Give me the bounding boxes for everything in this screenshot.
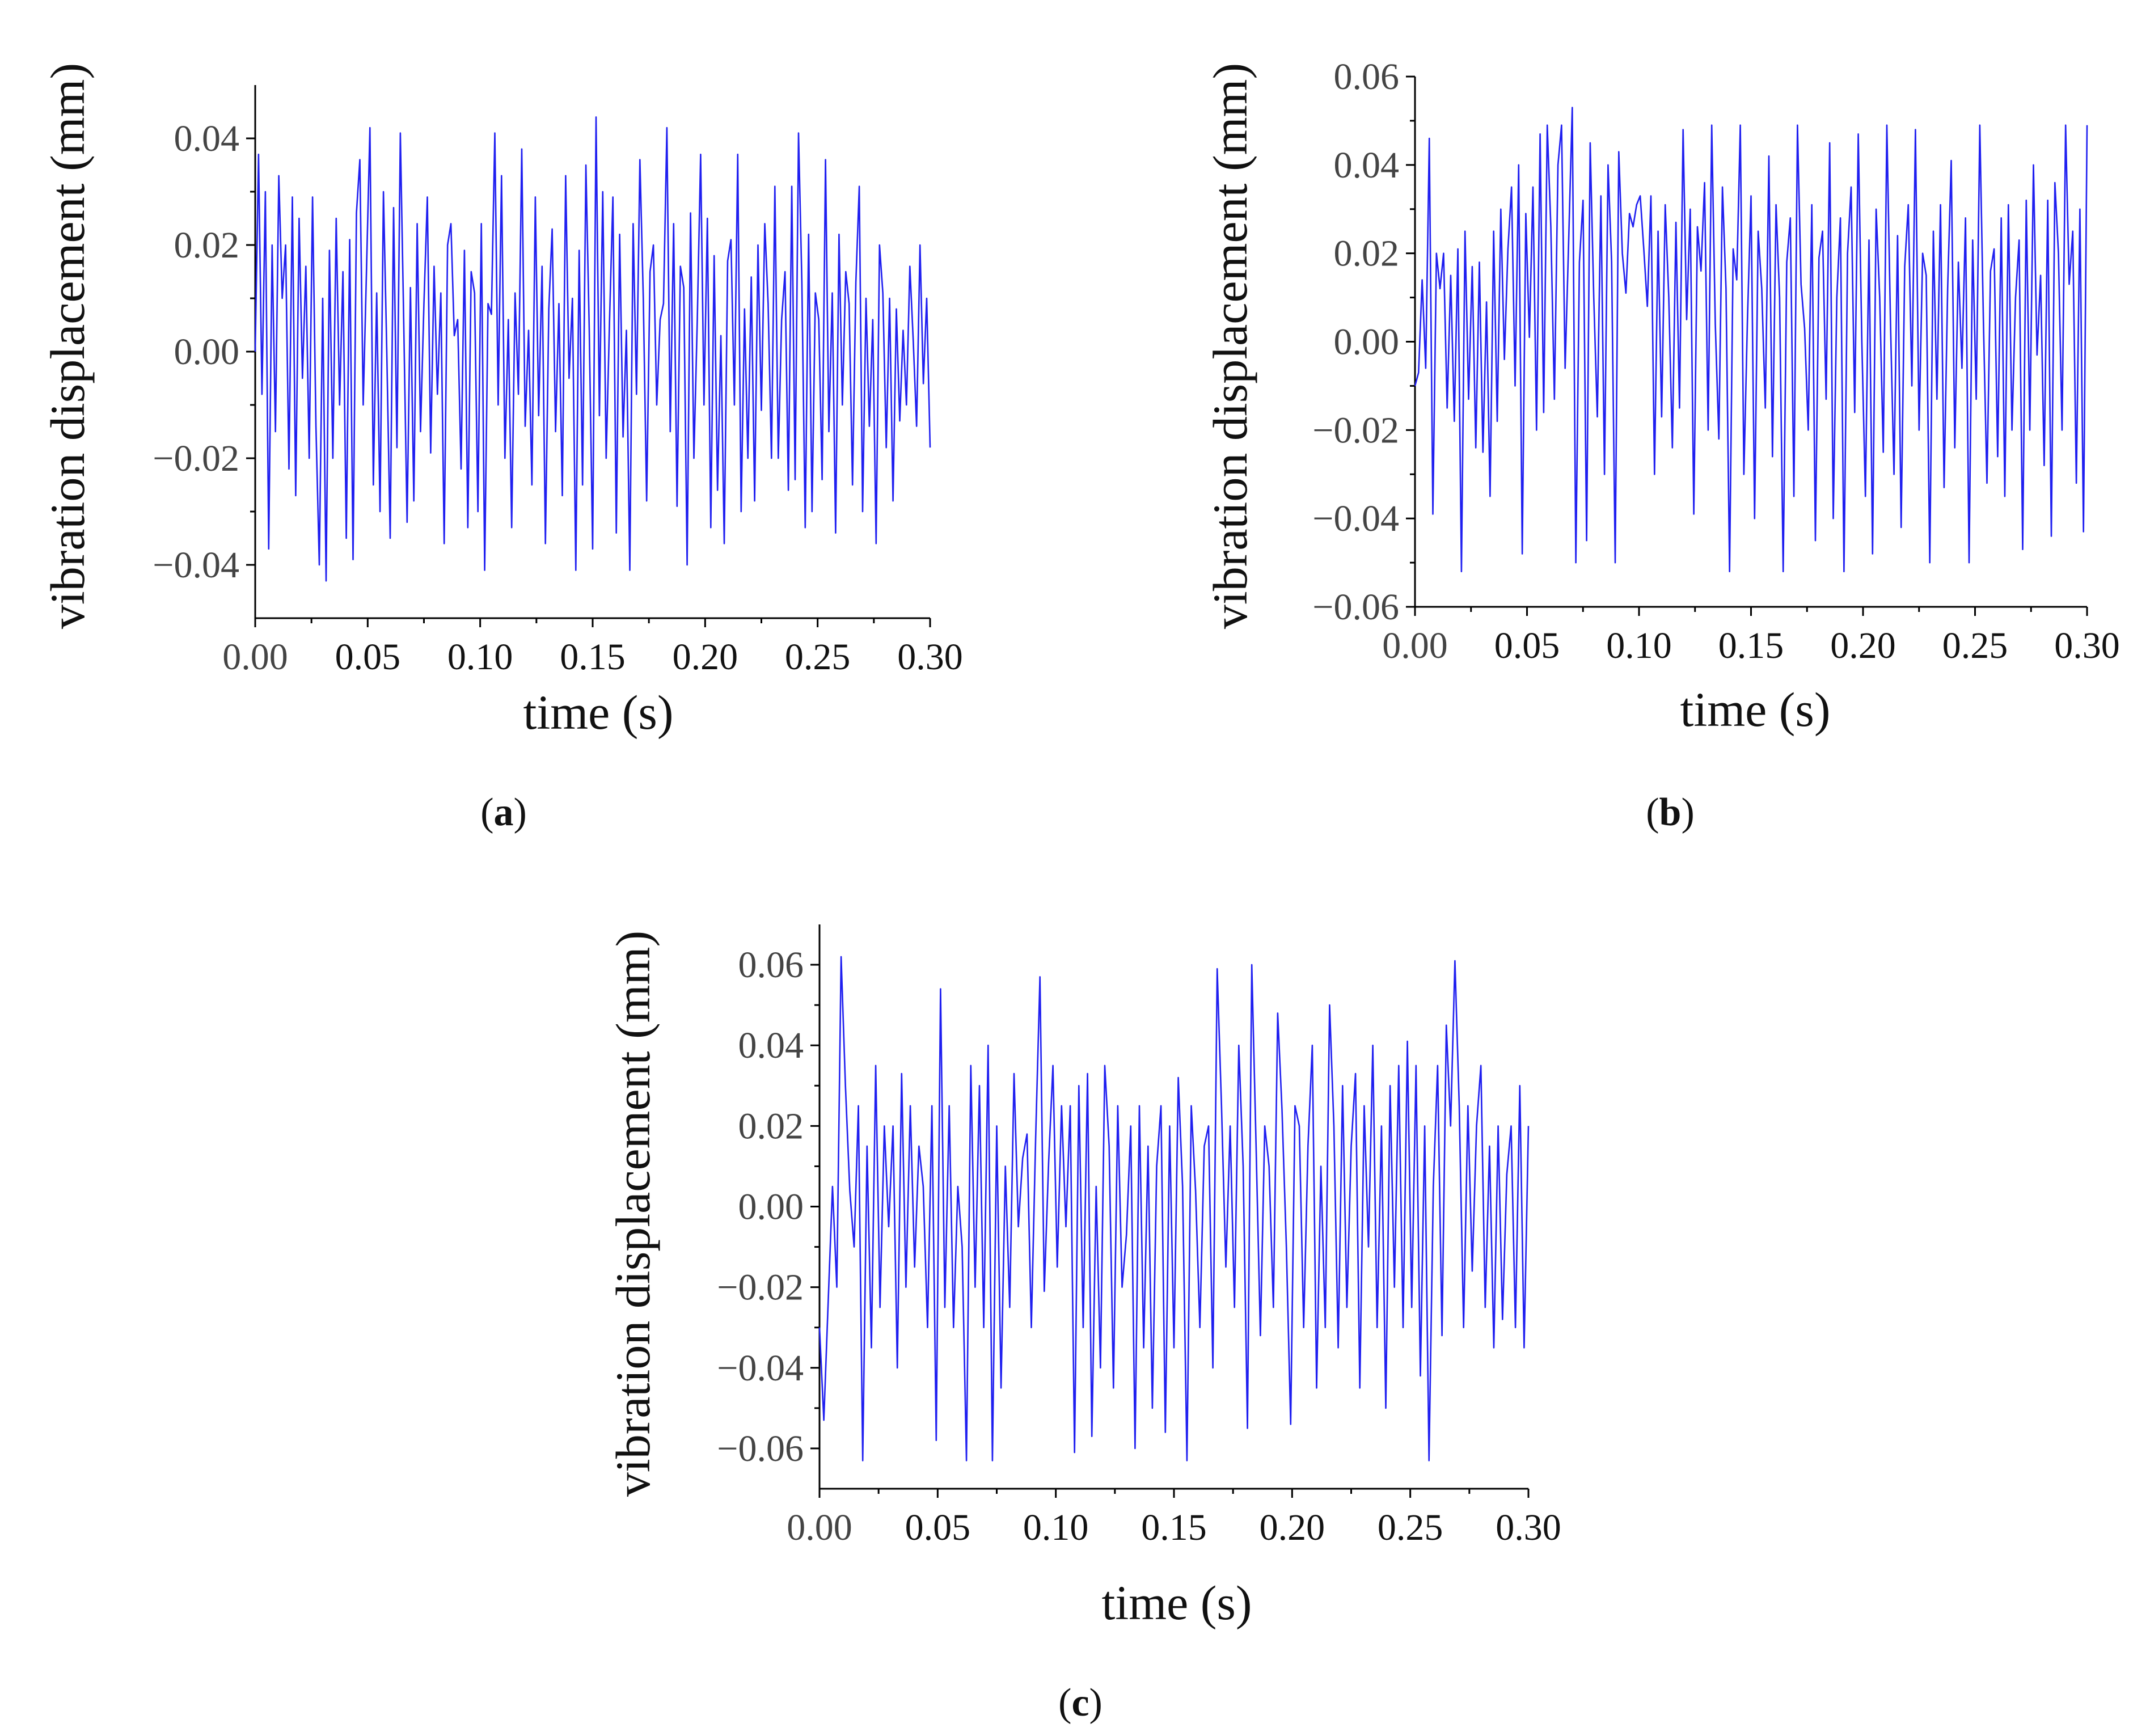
panel-a-x-tick-label: 0.00 <box>222 636 288 678</box>
panel-c-x-tick-label: 0.25 <box>1378 1507 1443 1548</box>
panel-a-y-tick-label: 0.00 <box>174 331 240 373</box>
panel-b-y-tick-label: −0.02 <box>1312 409 1399 451</box>
panel-a: vibration displacement (mm) time (s) (a) <box>40 63 674 834</box>
panel-b-x-tick-label: 0.25 <box>1942 625 2008 666</box>
panel-b-x-tick-label: 0.10 <box>1606 625 1672 666</box>
panel-a-y-tick-label: 0.02 <box>174 225 240 266</box>
panel-c-caption-letter: c <box>1071 1681 1089 1725</box>
panel-b-x-tick-label: 0.15 <box>1718 625 1784 666</box>
panel-b-signal-line <box>1414 107 2088 573</box>
panel-c-y-tick-label: −0.04 <box>717 1348 804 1389</box>
panel-c-x-tick-label: 0.00 <box>787 1507 852 1548</box>
panel-a-x-tick-label: 0.10 <box>447 636 513 678</box>
panel-b-y-tick-label: 0.04 <box>1334 145 1400 186</box>
panel-b-y-tick-label: 0.00 <box>1334 322 1400 363</box>
panel-c-x-tick-label: 0.20 <box>1260 1507 1325 1548</box>
panel-c-x-axis-title: time (s) <box>1101 1576 1252 1630</box>
panel-b-plot: −0.06 −0.04 −0.02 0.00 0.02 0.04 0.06 0.00 0.05 0… <box>1312 56 2119 666</box>
panel-c-y-tick-label: 0.06 <box>738 944 804 986</box>
panel-b-y-tick-label: −0.06 <box>1312 586 1399 628</box>
panel-a-caption: (a) <box>480 791 527 834</box>
panel-b-y-axis-title: vibration displacement (mm) <box>1203 63 1257 629</box>
panel-a-y-axis-title: vibration displacement (mm) <box>40 63 95 629</box>
panel-c-x-tick-label: 0.15 <box>1141 1507 1207 1548</box>
panel-b-x-tick-label: 0.00 <box>1382 625 1448 666</box>
panel-c-plot: −0.06 −0.04 −0.02 0.00 0.02 0.04 0.06 0.00 0.05 0… <box>717 924 1561 1548</box>
panel-a-y-tick-label: −0.02 <box>153 438 239 479</box>
panel-c: vibration displacement (mm) time (s) (c) <box>606 931 1252 1725</box>
panel-a-signal-line <box>254 116 931 582</box>
panel-c-y-axis-title: vibration displacement (mm) <box>606 931 660 1497</box>
panel-c-x-tick-label: 0.05 <box>905 1507 971 1548</box>
panel-b-x-tick-label: 0.05 <box>1494 625 1560 666</box>
panel-a-x-tick-label: 0.25 <box>785 636 851 678</box>
panel-a-y-tick-label: −0.04 <box>153 544 239 586</box>
panel-b-x-axis-title: time (s) <box>1680 682 1830 737</box>
panel-a-x-tick-label: 0.05 <box>335 636 401 678</box>
panel-c-y-tick-label: −0.02 <box>717 1267 804 1308</box>
panel-c-y-tick-label: −0.06 <box>717 1428 804 1469</box>
panel-c-caption: (c) <box>1058 1681 1103 1725</box>
panel-c-y-tick-label: 0.04 <box>738 1025 804 1066</box>
panel-c-y-tick-label: 0.02 <box>738 1105 804 1147</box>
panel-c-signal-line <box>818 956 1530 1462</box>
panel-a-plot: −0.04 −0.02 0.00 0.02 0.04 0.00 0.05 0.10 0.15 0.… <box>153 85 963 678</box>
panel-b-caption-letter: b <box>1659 791 1682 834</box>
panel-b-y-tick-label: 0.02 <box>1334 233 1400 274</box>
panel-c-x-tick-label: 0.30 <box>1496 1507 1561 1548</box>
panel-c-y-tick-label: 0.00 <box>738 1186 804 1228</box>
panel-a-x-axis-title: time (s) <box>523 685 673 740</box>
panel-b-y-tick-label: −0.04 <box>1312 498 1399 539</box>
panel-a-caption-letter: a <box>494 791 514 834</box>
panel-a-x-tick-label: 0.20 <box>673 636 738 678</box>
panel-a-x-tick-label: 0.30 <box>897 636 963 678</box>
panel-b-y-tick-label: 0.06 <box>1334 56 1400 98</box>
panel-c-x-tick-label: 0.10 <box>1023 1507 1089 1548</box>
panel-b-x-tick-label: 0.20 <box>1830 625 1896 666</box>
panel-b-x-tick-label: 0.30 <box>2054 625 2120 666</box>
panel-b-caption: (b) <box>1646 791 1695 834</box>
panel-a-x-tick-label: 0.15 <box>560 636 626 678</box>
panel-b: vibration displacement (mm) time (s) (b) <box>1203 63 1831 834</box>
panel-a-y-tick-label: 0.04 <box>174 118 240 159</box>
